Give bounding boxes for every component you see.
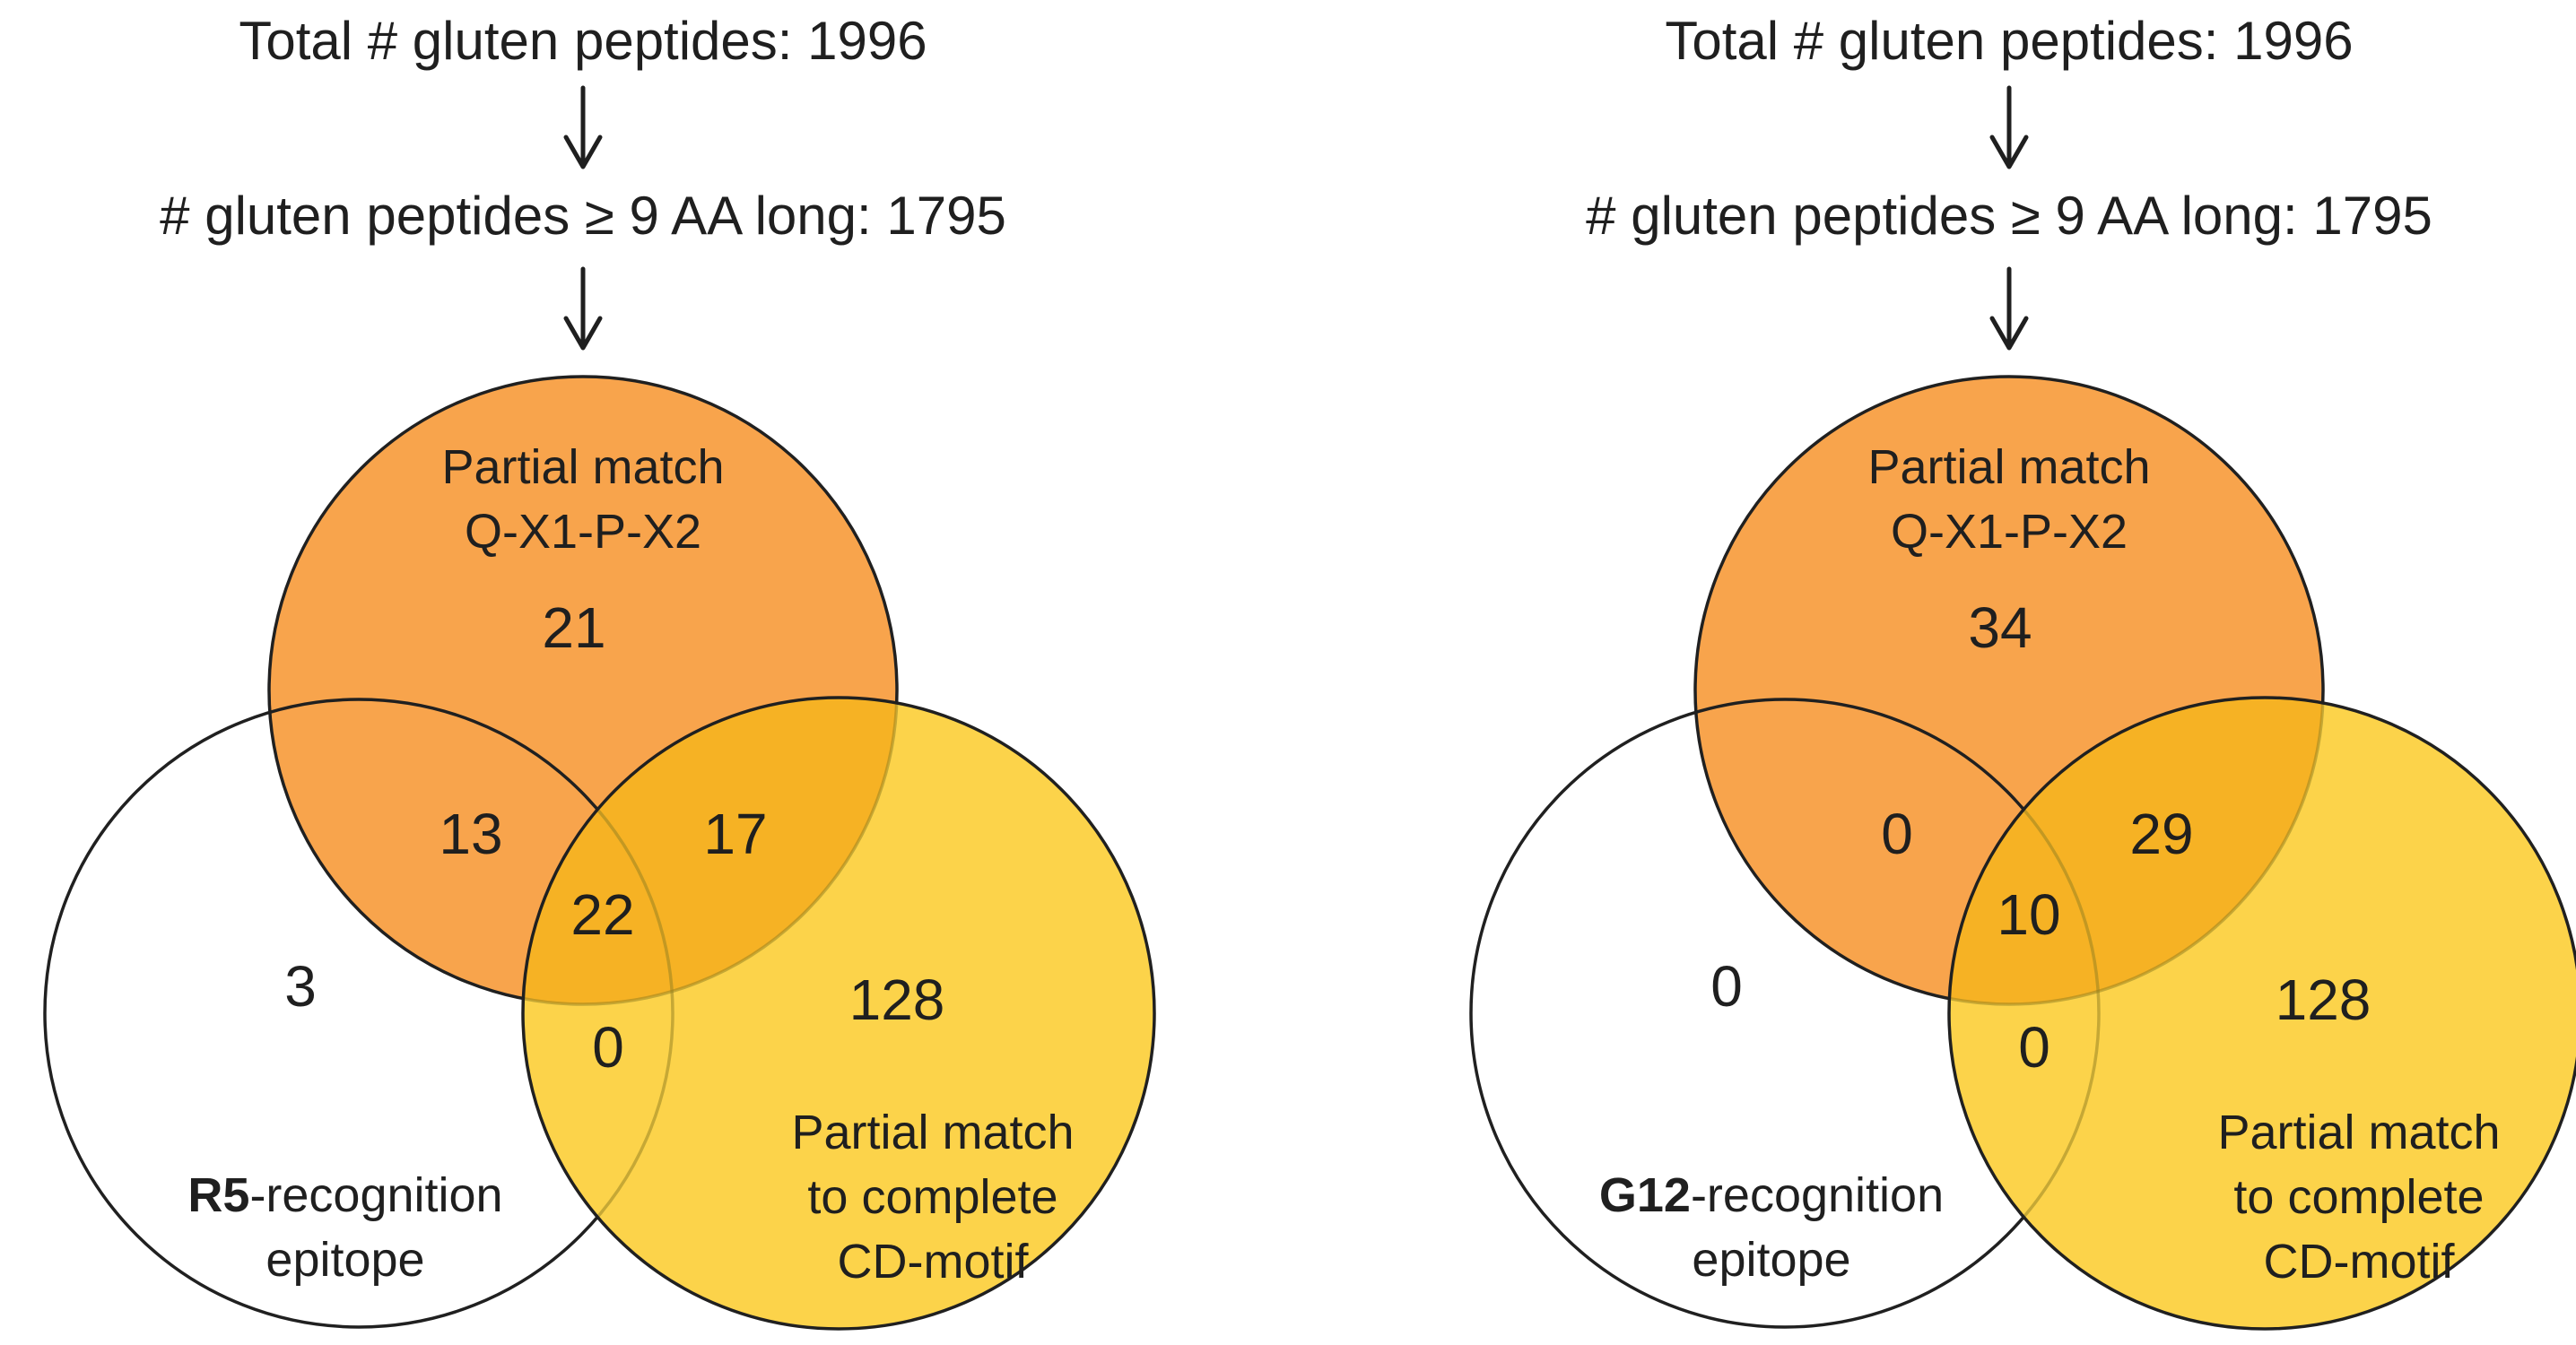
orange-yellow-overlap-region: [523, 698, 897, 1004]
white-circle-label-line1: G12-recognition: [1599, 1168, 1944, 1222]
yellow-circle-label-line2: to complete: [2233, 1170, 2484, 1224]
yellow-circle-label-line1: Partial match: [2217, 1106, 2500, 1159]
count-white-yellow: 0: [592, 1015, 624, 1080]
count-white-only: 0: [1710, 954, 1743, 1019]
white-circle-label-line2: epitope: [265, 1233, 424, 1287]
count-center: 22: [570, 882, 634, 947]
antibody-name: R5: [187, 1168, 249, 1222]
yellow-circle-label-line2: to complete: [807, 1170, 1057, 1224]
flow-step-total: Total # gluten peptides: 1996: [239, 11, 927, 71]
count-white-only: 3: [284, 954, 317, 1019]
orange-circle-label-line2: Q-X1-P-X2: [1891, 505, 2128, 559]
flow-step-length: # gluten peptides ≥ 9 AA long: 1795: [160, 186, 1006, 246]
white-circle-label-line2: epitope: [1692, 1233, 1850, 1287]
count-yellow-only: 128: [849, 968, 945, 1032]
flow-step-total: Total # gluten peptides: 1996: [1665, 11, 2353, 71]
partial-qxpx-circle-outline-muted: [523, 698, 899, 1006]
count-orange-only: 21: [542, 595, 605, 660]
epitope-circle-outline-muted: [1949, 698, 2101, 1329]
orange-yellow-overlap-region: [1949, 698, 2323, 1004]
down-arrow-icon: [1989, 266, 2029, 351]
orange-circle-label-line1: Partial match: [1867, 440, 2150, 494]
count-orange-yellow: 17: [703, 802, 767, 866]
count-yellow-only: 128: [2276, 968, 2371, 1032]
count-orange-yellow: 29: [2129, 802, 2193, 866]
yellow-circle-label-line3: CD-motif: [838, 1235, 1030, 1289]
down-arrow-icon: [563, 85, 603, 169]
cd-motif-circle-outline: [1947, 696, 2576, 1331]
antibody-name-suffix: -recognition: [1691, 1168, 1944, 1222]
yellow-circle-label-line1: Partial match: [791, 1106, 1074, 1159]
partial-qxpx-circle-outline-muted: [1949, 698, 2325, 1006]
yellow-circle-label-line3: CD-motif: [2264, 1235, 2456, 1289]
down-arrow-icon: [563, 266, 603, 351]
flow-step-length: # gluten peptides ≥ 9 AA long: 1795: [1586, 186, 2432, 246]
orange-circle-label-line1: Partial match: [441, 440, 724, 494]
count-white-orange: 13: [439, 802, 502, 866]
count-white-yellow: 0: [2018, 1015, 2050, 1080]
count-white-orange: 0: [1881, 802, 1913, 866]
epitope-circle-outline-muted: [523, 698, 674, 1329]
down-arrow-icon: [1989, 85, 2029, 169]
venn-panel-r5: Total # gluten peptides: 1996 # gluten p…: [43, 11, 1156, 1331]
count-orange-only: 34: [1968, 595, 2032, 660]
count-center: 10: [1997, 882, 2060, 947]
antibody-name-suffix: -recognition: [249, 1168, 502, 1222]
antibody-name: G12: [1599, 1168, 1691, 1222]
cd-motif-circle-outline: [521, 696, 1156, 1331]
venn-panel-g12: Total # gluten peptides: 1996 # gluten p…: [1469, 11, 2576, 1331]
orange-circle-label-line2: Q-X1-P-X2: [465, 505, 701, 559]
white-circle-label-line1: R5-recognition: [187, 1168, 502, 1222]
